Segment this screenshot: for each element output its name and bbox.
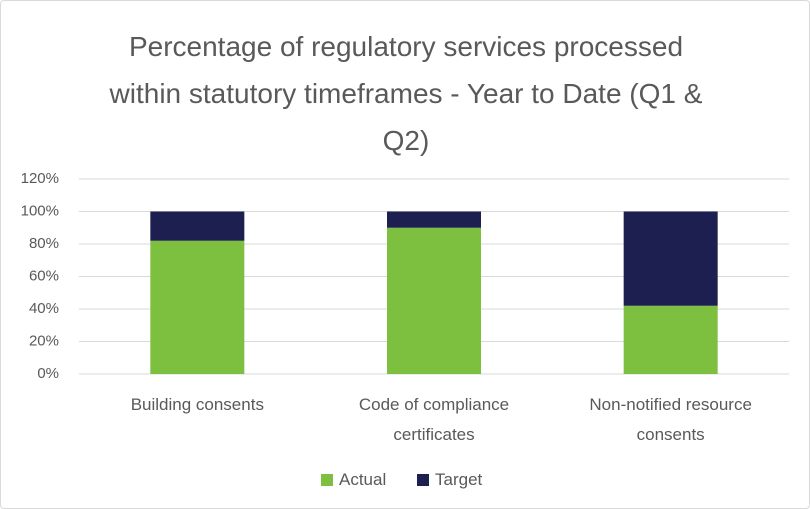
legend-swatch [321,474,333,486]
y-tick-label: 0% [37,365,59,382]
y-tick-label: 120% [21,170,59,187]
x-tick-label: Building consents [130,395,264,414]
y-tick-label: 40% [29,300,59,317]
bar-segment [387,227,481,374]
legend-label: Target [435,470,483,489]
y-tick-label: 100% [21,202,59,219]
bar-segment [623,211,718,306]
legend-item: Actual [321,469,386,491]
legend-swatch [417,474,429,486]
x-tick-label: Code of compliance certificates [358,395,510,444]
bar-segment [623,305,718,374]
bar-segment [387,211,481,228]
chart-title: Percentage of regulatory services proces… [109,31,703,156]
y-tick-label: 80% [29,235,59,252]
x-tick-label: Non-notified resource consents [589,395,752,444]
bar-segment [150,240,245,374]
y-tick-label: 20% [29,332,59,349]
y-tick-label: 60% [29,267,59,284]
legend-item: Target [417,469,482,491]
legend-label: Actual [339,470,387,489]
bar-segment [150,211,245,241]
